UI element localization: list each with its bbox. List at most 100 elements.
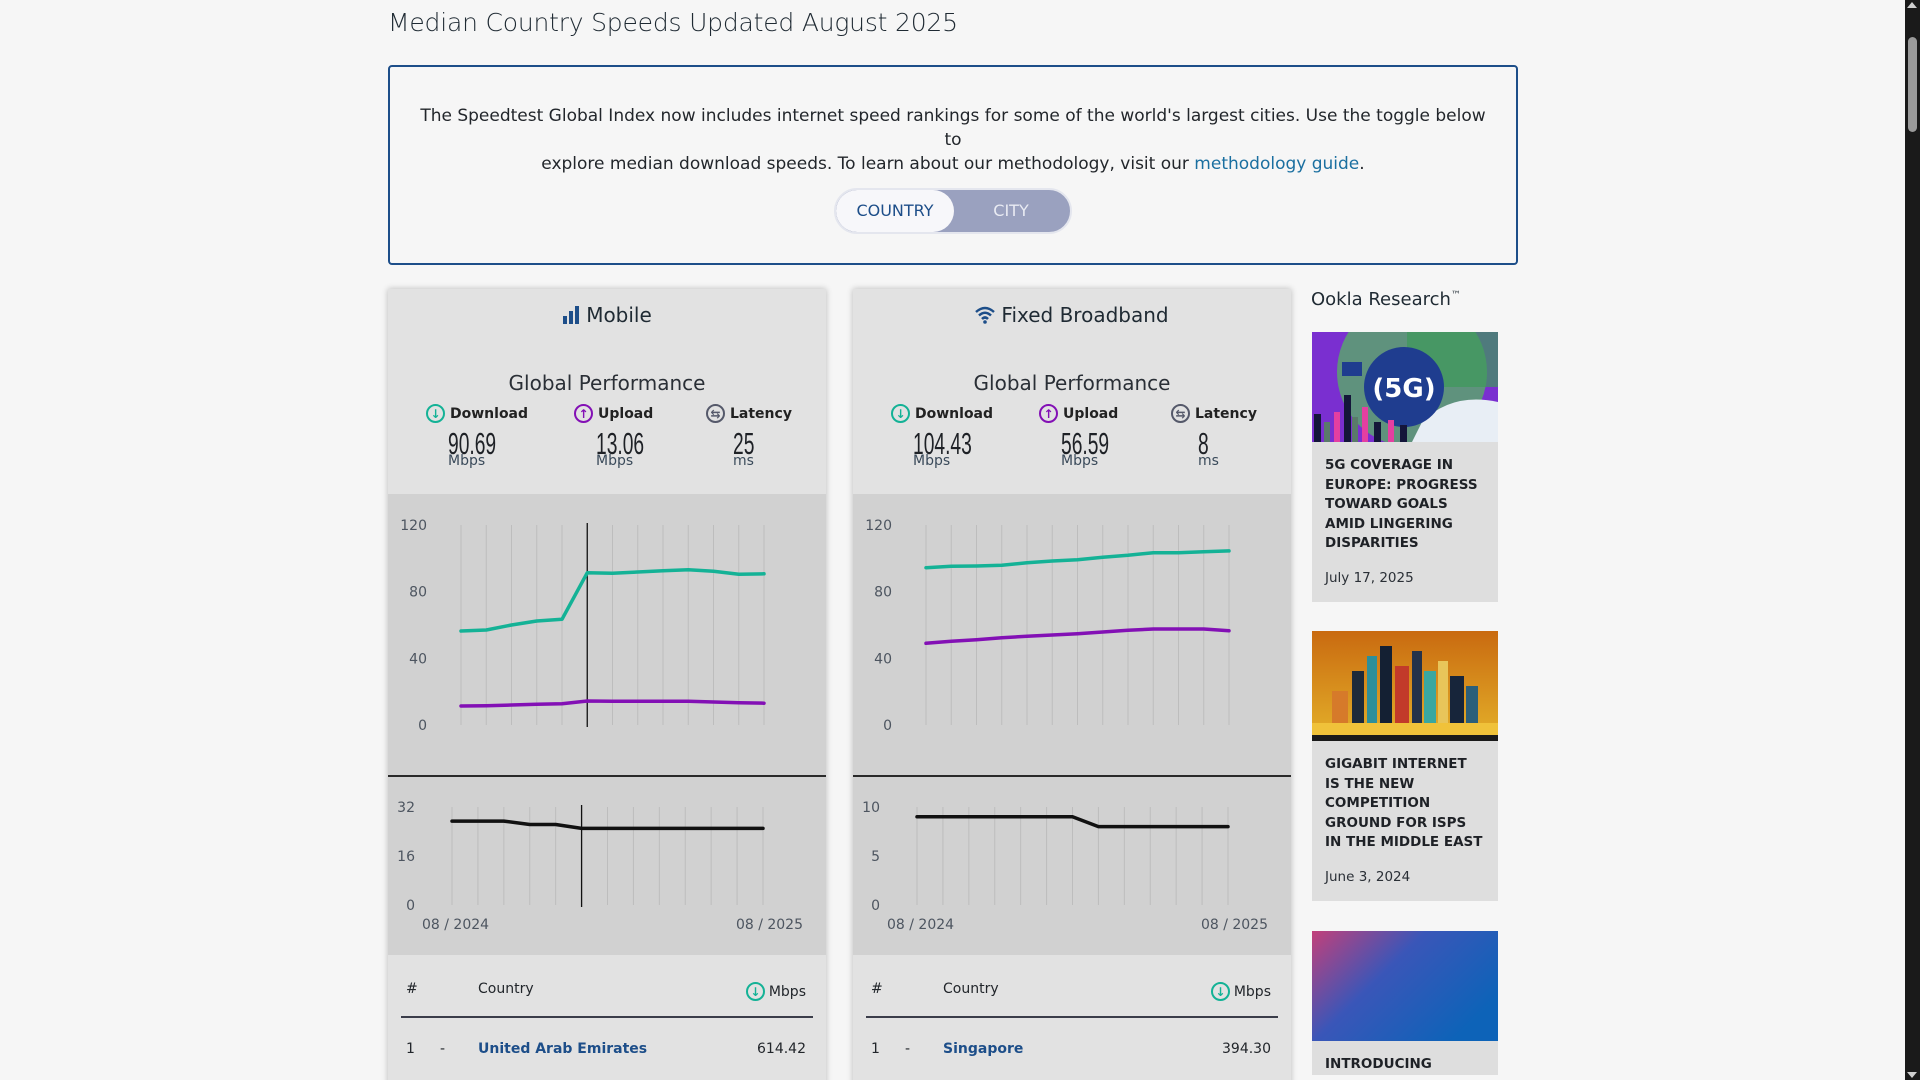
metric-value: 8 bbox=[1198, 426, 1209, 461]
research-heading: Ookla Research™ bbox=[1311, 289, 1461, 310]
y-tick-label: 40 bbox=[409, 651, 427, 667]
country-city-toggle[interactable]: CITY COUNTRY bbox=[834, 188, 1072, 234]
y-tick-label: 16 bbox=[397, 849, 415, 865]
mobile-global-performance: Global Performance bbox=[508, 371, 706, 395]
info-text: The Speedtest Global Index now includes … bbox=[390, 104, 1516, 176]
download-series-line bbox=[459, 567, 766, 633]
y-tick-label: 40 bbox=[874, 651, 892, 667]
article-date: June 3, 2024 bbox=[1325, 868, 1411, 885]
metric-label: Download bbox=[915, 405, 994, 422]
row-value: 614.42 bbox=[757, 1041, 806, 1057]
row-country-link[interactable]: Singapore bbox=[943, 1041, 1024, 1057]
mobile-speed-chart[interactable]: 120 80 40 0 bbox=[388, 494, 826, 775]
mobile-latency-metric: ⇆ Latency 25 ms bbox=[706, 404, 836, 469]
y-tick-label: 120 bbox=[400, 518, 427, 534]
5g-europe-image[interactable]: (5G) bbox=[1312, 297, 1498, 447]
info-text-line1: The Speedtest Global Index now includes … bbox=[420, 106, 1486, 150]
svg-text:(5G): (5G) bbox=[1372, 374, 1435, 404]
download-series-line bbox=[924, 549, 1231, 570]
mobile-card: Mobile Global Performance ↓ Download 90.6… bbox=[388, 289, 826, 1080]
fixed-title-text: Fixed Broadband bbox=[1001, 303, 1169, 327]
gradient-texture-image[interactable] bbox=[1312, 931, 1498, 1041]
article-title[interactable]: Gigabit Internet is the New Competition … bbox=[1325, 756, 1483, 850]
mobile-title-text: Mobile bbox=[586, 303, 652, 327]
research-heading-text: Ookla Research bbox=[1311, 289, 1451, 310]
metric-label: Download bbox=[450, 405, 529, 422]
y-tick-label: 32 bbox=[397, 800, 415, 816]
mobile-upload-metric: ↑ Upload 13.06 Mbps bbox=[574, 404, 704, 469]
toggle-city[interactable]: CITY bbox=[993, 201, 1029, 220]
article-title[interactable]: Introducing bbox=[1325, 1056, 1432, 1072]
city-skyline-image[interactable] bbox=[1312, 631, 1498, 741]
scroll-down-arrow-icon[interactable] bbox=[1907, 1072, 1917, 1078]
y-tick-label: 0 bbox=[871, 898, 880, 914]
metric-label: Latency bbox=[730, 405, 792, 422]
fixed-broadband-card: Fixed Broadband Global Performance ↓ Down… bbox=[853, 289, 1291, 1080]
latency-series-line bbox=[450, 819, 765, 831]
metric-unit: ms bbox=[733, 453, 754, 469]
metric-label: Latency bbox=[1195, 405, 1257, 422]
fixed-download-metric: ↓ Download 104.43 Mbps bbox=[891, 404, 1021, 469]
y-tick-label: 5 bbox=[871, 849, 880, 865]
mobile-card-title: Mobile bbox=[388, 303, 826, 329]
header-divider bbox=[401, 1016, 813, 1018]
y-tick-label: 10 bbox=[862, 800, 880, 816]
mobile-card-header: Mobile Global Performance ↓ Download 90.6… bbox=[388, 289, 826, 494]
fixed-latency-chart[interactable]: 10 5 0 08 / 2024 08 / 2025 bbox=[853, 775, 1291, 955]
row-change: - bbox=[905, 1041, 911, 1057]
fixed-upload-metric: ↑ Upload 56.59 Mbps bbox=[1039, 404, 1169, 469]
fixed-speed-chart[interactable]: 120 80 40 0 bbox=[853, 494, 1291, 775]
metric-unit: Mbps bbox=[596, 453, 634, 469]
download-icon: ↓ bbox=[1210, 982, 1230, 1001]
upload-icon: ↑ bbox=[574, 404, 593, 423]
row-country-link[interactable]: United Arab Emirates bbox=[478, 1041, 648, 1057]
info-text-line2: explore median download speeds. To learn… bbox=[541, 154, 1195, 174]
latency-icon: ⇆ bbox=[1171, 404, 1190, 423]
methodology-guide-link[interactable]: methodology guide bbox=[1194, 154, 1360, 174]
mbps-header-label: Mbps bbox=[768, 983, 806, 1000]
research-card[interactable]: (5G) 5G Coverage in Europe: Progress Tow… bbox=[1312, 297, 1498, 602]
country-header[interactable]: Country bbox=[478, 981, 534, 997]
page-title: Median Country Speeds Updated August 202… bbox=[388, 8, 958, 37]
x-tick-label-start: 08 / 2024 bbox=[422, 917, 489, 933]
y-tick-label: 0 bbox=[883, 718, 892, 734]
scrollbar-thumb[interactable] bbox=[1908, 37, 1917, 132]
y-tick-label: 0 bbox=[406, 898, 415, 914]
vertical-scrollbar[interactable] bbox=[1905, 0, 1920, 1080]
chart-svg: 32 16 0 08 / 2024 08 / 2025 bbox=[397, 800, 803, 933]
upload-series-line bbox=[924, 627, 1231, 646]
metric-value: 25 bbox=[733, 426, 755, 461]
research-card[interactable]: Introducing bbox=[1312, 931, 1498, 1075]
header-divider bbox=[866, 1016, 1278, 1018]
mobile-ranking-table: # Country ↓ Mbps 1 - United Arab Emirate… bbox=[388, 955, 826, 1080]
download-icon: ↓ bbox=[426, 404, 445, 423]
toggle-country[interactable]: COUNTRY bbox=[836, 190, 954, 232]
fixed-ranking-table: # Country ↓ Mbps 1 - Singapore 394.30 bbox=[853, 955, 1291, 1080]
trademark-symbol: ™ bbox=[1450, 290, 1461, 301]
chart-svg: 120 80 40 0 bbox=[400, 518, 766, 734]
mobile-download-metric: ↓ Download 90.69 Mbps bbox=[426, 404, 556, 469]
upload-icon: ↑ bbox=[1039, 404, 1058, 423]
scroll-up-arrow-icon[interactable] bbox=[1907, 2, 1917, 8]
y-tick-label: 80 bbox=[409, 585, 427, 601]
fixed-card-header: Fixed Broadband Global Performance ↓ Down… bbox=[853, 289, 1291, 494]
mbps-header[interactable]: ↓ Mbps bbox=[1210, 982, 1271, 1001]
y-tick-label: 80 bbox=[874, 585, 892, 601]
country-header[interactable]: Country bbox=[943, 981, 999, 997]
row-rank: 1 bbox=[871, 1041, 880, 1057]
article-title[interactable]: 5G Coverage in Europe: Progress Toward G… bbox=[1325, 457, 1478, 551]
mbps-header[interactable]: ↓ Mbps bbox=[745, 982, 806, 1001]
fixed-card-title: Fixed Broadband bbox=[853, 303, 1291, 329]
metric-value: 90.69 bbox=[448, 426, 497, 461]
latency-icon: ⇆ bbox=[706, 404, 725, 423]
metric-value: 56.59 bbox=[1061, 426, 1110, 461]
article-date: July 17, 2025 bbox=[1325, 569, 1414, 586]
research-card[interactable]: Gigabit Internet is the New Competition … bbox=[1312, 631, 1498, 901]
chart-svg: 10 5 0 08 / 2024 08 / 2025 bbox=[862, 800, 1268, 933]
metric-unit: Mbps bbox=[913, 453, 951, 469]
rank-header: # bbox=[871, 981, 883, 997]
metric-value: 13.06 bbox=[596, 426, 645, 461]
download-icon: ↓ bbox=[745, 982, 765, 1001]
mobile-latency-chart[interactable]: 32 16 0 08 / 2024 08 / 2025 bbox=[388, 775, 826, 955]
info-text-period: . bbox=[1359, 154, 1365, 174]
